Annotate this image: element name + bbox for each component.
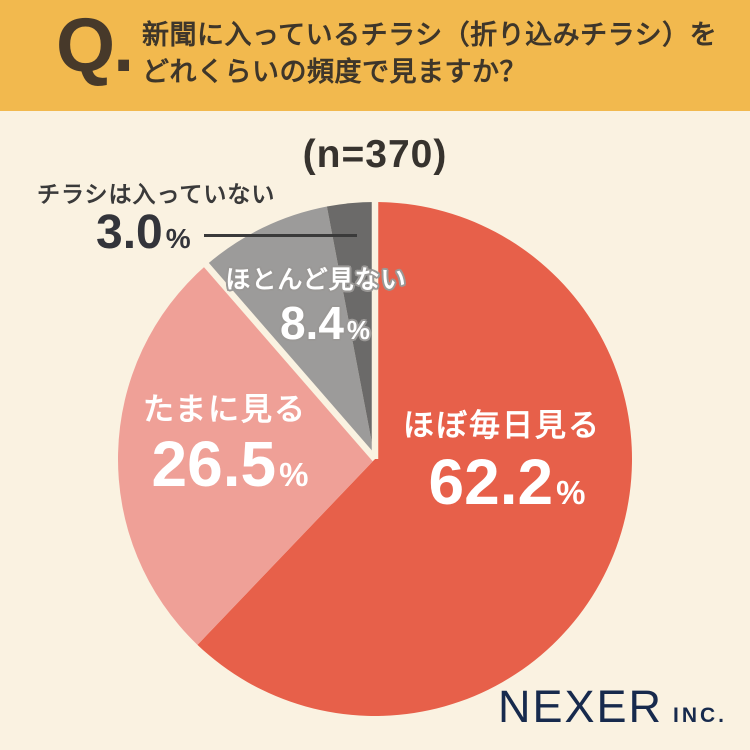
pie-slice-1	[118, 265, 375, 645]
question-line-1: 新聞に入っているチラシ（折り込みチラシ）を	[142, 20, 718, 50]
slice-name: たまに見る	[142, 392, 308, 427]
sample-size-title: (n=370)	[302, 133, 448, 176]
question-line-2: どれくらいの頻度で見ますか？	[142, 57, 527, 87]
slice-value-almost-every-day: 62.2%	[392, 450, 622, 514]
slice-label-almost-every-day: ほぼ毎日見る	[392, 410, 612, 441]
slice-label-sometimes: たまに見る	[115, 394, 335, 425]
pie-slice-2	[206, 206, 375, 459]
pie-chart	[118, 202, 632, 716]
slice-percentage: 26.5	[151, 428, 277, 500]
slice-label-no-flyers: チラシは入っていない	[37, 181, 276, 207]
question-text: 新聞に入っているチラシ（折り込みチラシ）を どれくらいの頻度で見ますか？	[142, 17, 717, 91]
slice-value-no-flyers: 3.0%	[96, 209, 191, 257]
slice-name: ほとんど見ない	[225, 266, 407, 294]
slice-name: ほぼ毎日見る	[403, 408, 601, 443]
percent-sign: %	[556, 474, 586, 511]
pie-slice-0	[197, 202, 632, 716]
slice-value-sometimes: 26.5%	[120, 432, 340, 496]
slice-percentage: 8.4	[279, 297, 344, 349]
pie-slice-3	[326, 202, 375, 459]
company-logo: NEXER INC.	[498, 684, 727, 729]
percent-sign: %	[279, 456, 309, 493]
percent-sign: %	[346, 315, 371, 345]
slice-value-rarely: 8.4%	[215, 300, 435, 346]
question-banner: Q. 新聞に入っているチラシ（折り込みチラシ）を どれくらいの頻度で見ますか？	[0, 0, 750, 111]
slice-label-rarely: ほとんど見ない	[206, 268, 426, 293]
slice-percentage: 62.2	[428, 446, 554, 518]
q-mark: Q.	[56, 3, 134, 88]
leader-line	[204, 234, 357, 237]
slice-percentage: 3.0	[96, 206, 163, 259]
logo-brand-text: NEXER	[497, 681, 663, 732]
percent-sign: %	[165, 223, 191, 254]
slice-separator	[202, 261, 378, 462]
logo-suffix-text: INC.	[673, 704, 727, 727]
